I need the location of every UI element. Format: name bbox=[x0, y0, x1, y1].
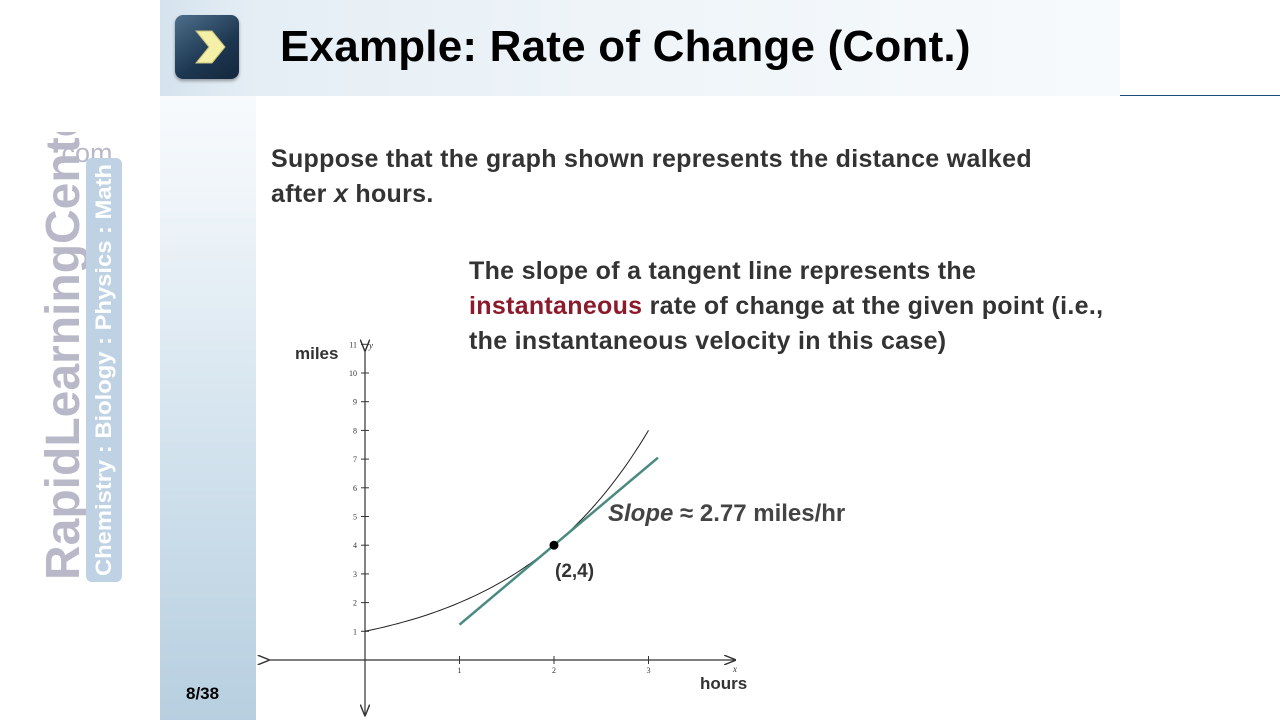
intro-part1: Suppose that the graph shown represents … bbox=[271, 145, 1032, 208]
slide-title: Example: Rate of Change (Cont.) bbox=[280, 22, 971, 71]
y-tick-label: 3 bbox=[353, 570, 357, 579]
point-label: (2,4) bbox=[555, 561, 595, 582]
x-tick-label: 1 bbox=[458, 666, 462, 675]
title-underline bbox=[1120, 95, 1280, 96]
x-tick-label: 2 bbox=[552, 666, 556, 675]
left-gutter bbox=[0, 0, 160, 720]
x-tick-label: 3 bbox=[647, 666, 651, 675]
page-number: 8/38 bbox=[186, 684, 220, 703]
x-axis-letter: x bbox=[732, 664, 737, 674]
intro-variable: x bbox=[333, 180, 349, 208]
tangent-line bbox=[458, 456, 659, 626]
y-tick-label: 10 bbox=[349, 369, 357, 378]
title-bar bbox=[160, 0, 1120, 96]
y-tick-label: 4 bbox=[353, 541, 357, 550]
slope-approx: ≈ 2.77 miles/hr bbox=[680, 500, 846, 527]
y-tick-label: 7 bbox=[353, 455, 357, 464]
y-tick-label: 8 bbox=[353, 426, 357, 435]
tangent-explanation: The slope of a tangent line represents t… bbox=[469, 254, 1109, 359]
y-axis-letter: y bbox=[368, 340, 373, 350]
y-tick-label: 9 bbox=[353, 398, 357, 407]
intro-text: Suppose that the graph shown represents … bbox=[271, 142, 1071, 212]
tangent-part1: The slope of a tangent line represents t… bbox=[469, 257, 977, 285]
side-panel bbox=[160, 0, 256, 720]
y-tick-label: 2 bbox=[353, 599, 357, 608]
y-tick-label: 6 bbox=[353, 484, 357, 493]
chevron-right-icon bbox=[175, 15, 239, 79]
y-tick-label: 11 bbox=[349, 340, 357, 349]
slope-label: Slope ≈ 2.77 miles/hr bbox=[608, 500, 845, 528]
tangent-highlight: instantaneous bbox=[469, 292, 643, 320]
y-tick-label: 1 bbox=[353, 627, 357, 636]
distance-curve bbox=[364, 430, 649, 632]
logo-brand: RapidLearningCenter bbox=[37, 132, 90, 580]
tangent-point bbox=[549, 540, 559, 550]
intro-part2: hours. bbox=[355, 180, 434, 208]
logo-subjects: Chemistry : Biology : Physics : Math bbox=[91, 164, 116, 576]
y-tick-label: 5 bbox=[353, 513, 357, 522]
tangent-part2: rate of change at the given point (i.e.,… bbox=[469, 292, 1104, 355]
x-unit-label: hours bbox=[700, 674, 748, 693]
slope-word: Slope bbox=[608, 500, 674, 527]
rapidlearningcenter-logo: RapidLearningCenter .com Chemistry : Bio… bbox=[22, 92, 130, 592]
y-unit-label: miles bbox=[295, 344, 339, 363]
